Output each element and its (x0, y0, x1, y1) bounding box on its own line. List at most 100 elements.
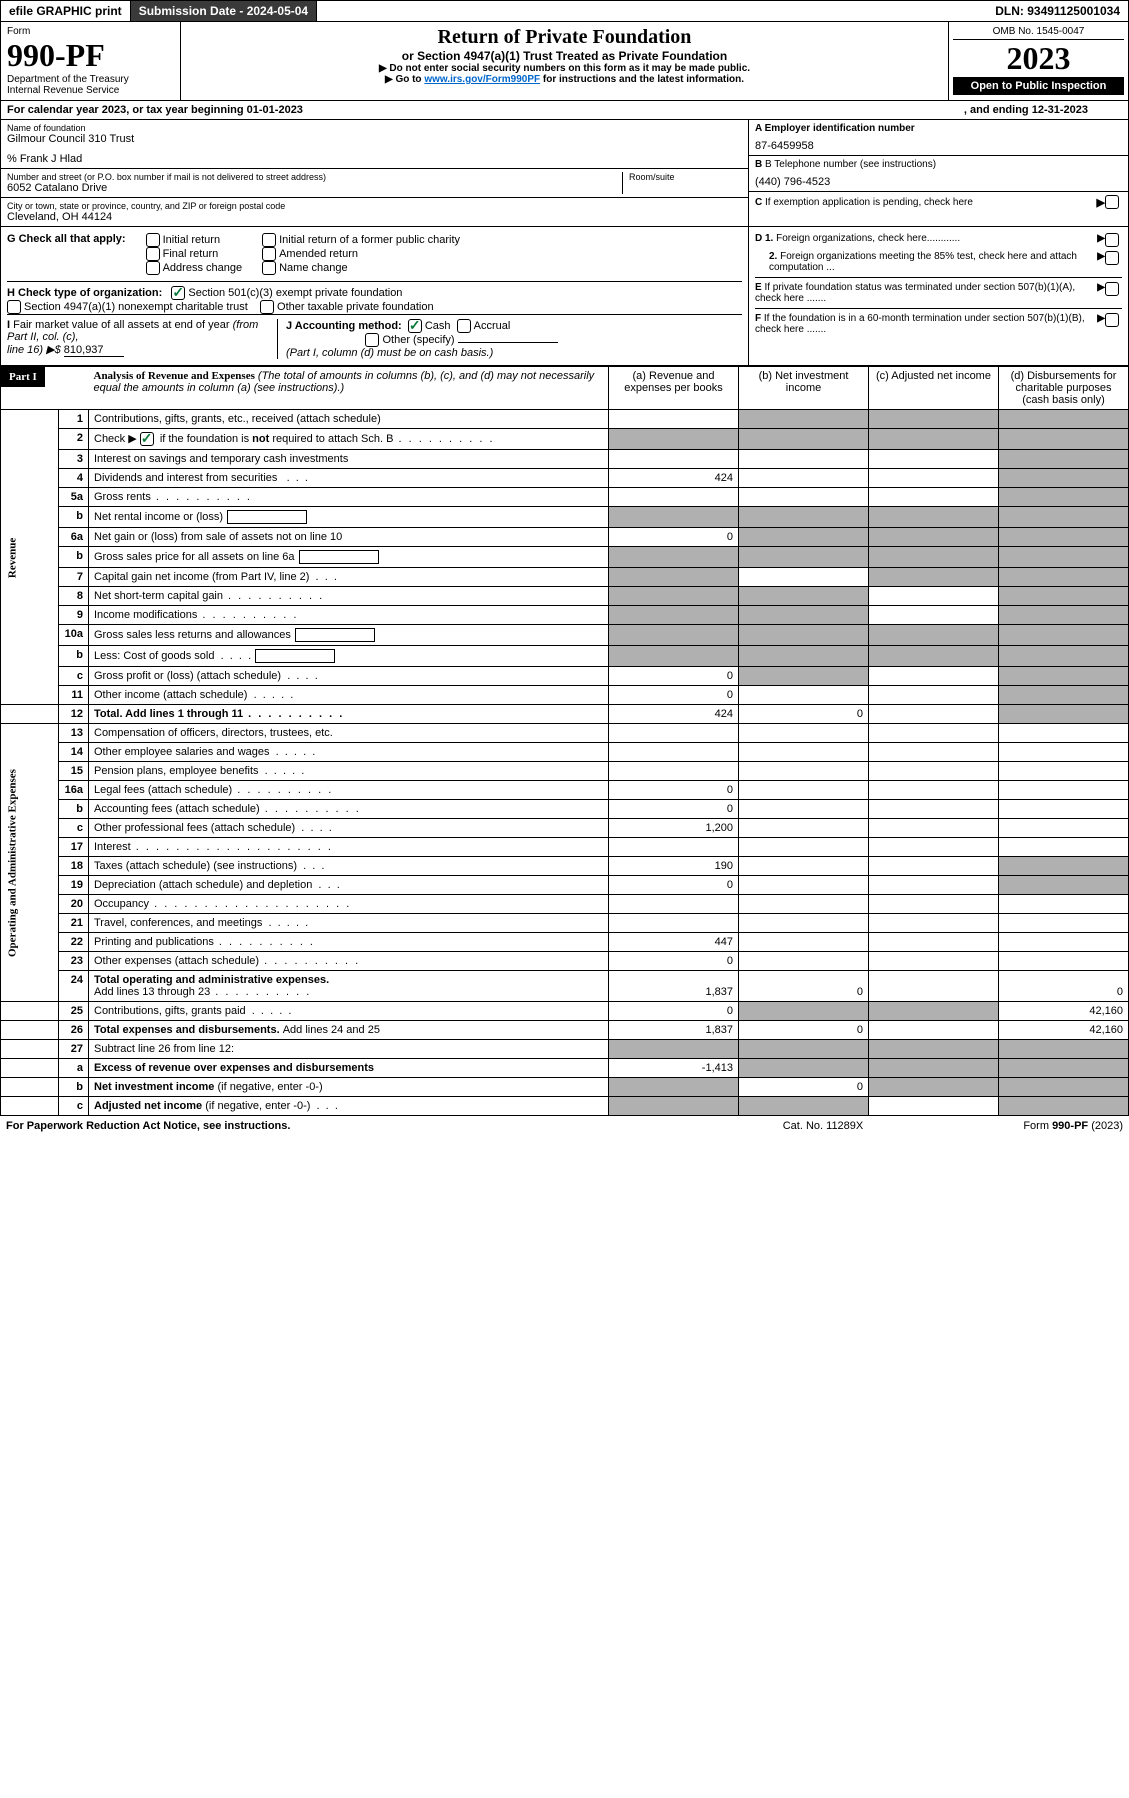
period-text: For calendar year 2023, or tax year begi… (1, 101, 964, 119)
amt-cell: -1,413 (609, 1059, 739, 1078)
row-desc: Subtract line 26 from line 12: (89, 1040, 609, 1059)
row-desc: Interest (89, 838, 609, 857)
table-row: cAdjusted net income (if negative, enter… (1, 1097, 1129, 1116)
c-checkbox[interactable] (1105, 195, 1119, 209)
arrow-icon: ▶ (1097, 282, 1105, 293)
accrual-checkbox[interactable] (457, 319, 471, 333)
footer: For Paperwork Reduction Act Notice, see … (0, 1116, 1129, 1136)
footer-right: Form 990-PF (2023) (923, 1120, 1123, 1132)
table-row: 25Contributions, gifts, grants paid . . … (1, 1002, 1129, 1021)
row-desc: Net gain or (loss) from sale of assets n… (89, 528, 609, 547)
row-desc: Compensation of officers, directors, tru… (89, 724, 609, 743)
ein-label: A Employer identification number (755, 123, 1122, 134)
room-label: Room/suite (622, 172, 742, 194)
final-return-checkbox[interactable] (146, 247, 160, 261)
row-num: b (59, 1078, 89, 1097)
row-desc: Net rental income or (loss) (89, 507, 609, 528)
footer-mid: Cat. No. 11289X (723, 1120, 923, 1132)
table-row: bNet rental income or (loss) (1, 507, 1129, 528)
irs-label: Internal Revenue Service (7, 85, 174, 96)
ein-value: 87-6459958 (755, 140, 1122, 152)
cash-checkbox[interactable] (408, 319, 422, 333)
initial-former-checkbox[interactable] (262, 233, 276, 247)
other-method-checkbox[interactable] (365, 333, 379, 347)
amt-cell: 1,837 (609, 971, 739, 1002)
table-row: 17Interest (1, 838, 1129, 857)
row-desc: Check ▶ if the foundation is not require… (89, 429, 609, 450)
input-box[interactable] (255, 649, 335, 663)
revenue-side-label: Revenue (1, 410, 59, 705)
row-num: 15 (59, 762, 89, 781)
initial-return-checkbox[interactable] (146, 233, 160, 247)
row-desc: Net short-term capital gain (89, 587, 609, 606)
row-num: c (59, 1097, 89, 1116)
col-a-header: (a) Revenue and expenses per books (609, 367, 739, 410)
row-desc: Gross profit or (loss) (attach schedule)… (89, 667, 609, 686)
501c3-label: Section 501(c)(3) exempt private foundat… (188, 287, 402, 299)
table-row: 26Total expenses and disbursements. Add … (1, 1021, 1129, 1040)
note2-pre: ▶ Go to (385, 74, 424, 85)
d1-checkbox[interactable] (1105, 233, 1119, 247)
table-row: 18Taxes (attach schedule) (see instructi… (1, 857, 1129, 876)
form-header: Form 990-PF Department of the Treasury I… (0, 22, 1129, 101)
amt-cell: 0 (999, 971, 1129, 1002)
period-pre: For calendar year 2023, or tax year begi… (7, 104, 247, 116)
other-taxable-checkbox[interactable] (260, 300, 274, 314)
efile-tag: efile GRAPHIC print (1, 1, 131, 21)
dln: DLN: 93491125001034 (987, 1, 1128, 21)
amt-cell: 1,200 (609, 819, 739, 838)
amt-cell: 447 (609, 933, 739, 952)
row-desc: Travel, conferences, and meetings . . . … (89, 914, 609, 933)
row-num: b (59, 547, 89, 568)
input-box[interactable] (299, 550, 379, 564)
table-row: cGross profit or (loss) (attach schedule… (1, 667, 1129, 686)
amt-cell: 42,160 (999, 1002, 1129, 1021)
name-label: Name of foundation (7, 123, 742, 133)
4947-checkbox[interactable] (7, 300, 21, 314)
form-label: Form (7, 26, 174, 37)
street-address: 6052 Catalano Drive (7, 182, 622, 194)
row-num: 23 (59, 952, 89, 971)
row-num: 2 (59, 429, 89, 450)
row-num: 24 (59, 971, 89, 1002)
section-g-left: G Check all that apply: Initial return F… (1, 227, 748, 365)
row-desc: Net investment income (if negative, ente… (89, 1078, 609, 1097)
row-num: 5a (59, 488, 89, 507)
schb-checkbox[interactable] (140, 432, 154, 446)
d1-label: D 1. Foreign organizations, check here..… (755, 233, 1097, 244)
addr-change-checkbox[interactable] (146, 261, 160, 275)
name-change-checkbox[interactable] (262, 261, 276, 275)
col-c-header: (c) Adjusted net income (869, 367, 999, 410)
city-state-zip: Cleveland, OH 44124 (7, 211, 742, 223)
row-num: 17 (59, 838, 89, 857)
501c3-checkbox[interactable] (171, 286, 185, 300)
4947-label: Section 4947(a)(1) nonexempt charitable … (24, 301, 248, 313)
row-num: 6a (59, 528, 89, 547)
amt-cell: 0 (609, 952, 739, 971)
e-checkbox[interactable] (1105, 282, 1119, 296)
row-num: 10a (59, 625, 89, 646)
amt-cell: 0 (739, 705, 869, 724)
table-row: bLess: Cost of goods sold . . . . (1, 646, 1129, 667)
j-note: (Part I, column (d) must be on cash basi… (286, 347, 493, 359)
amt-cell: 0 (739, 1078, 869, 1097)
tax-year: 2023 (953, 40, 1124, 77)
table-row: 16aLegal fees (attach schedule)0 (1, 781, 1129, 800)
amended-checkbox[interactable] (262, 247, 276, 261)
row-num: b (59, 800, 89, 819)
table-row: 27Subtract line 26 from line 12: (1, 1040, 1129, 1059)
note2-post: for instructions and the latest informat… (540, 74, 744, 85)
irs-link[interactable]: www.irs.gov/Form990PF (424, 74, 540, 85)
input-box[interactable] (227, 510, 307, 524)
row-num: b (59, 646, 89, 667)
r2-post: if the foundation is not required to att… (157, 433, 394, 445)
header-left: Form 990-PF Department of the Treasury I… (1, 22, 181, 100)
d2-checkbox[interactable] (1105, 251, 1119, 265)
footer-left: For Paperwork Reduction Act Notice, see … (6, 1120, 723, 1132)
input-box[interactable] (295, 628, 375, 642)
f-checkbox[interactable] (1105, 313, 1119, 327)
form-title: Return of Private Foundation (189, 26, 940, 49)
expenses-side-label: Operating and Administrative Expenses (1, 724, 59, 1002)
foundation-info: Name of foundation Gilmour Council 310 T… (0, 120, 1129, 227)
care-of: % Frank J Hlad (7, 153, 742, 165)
